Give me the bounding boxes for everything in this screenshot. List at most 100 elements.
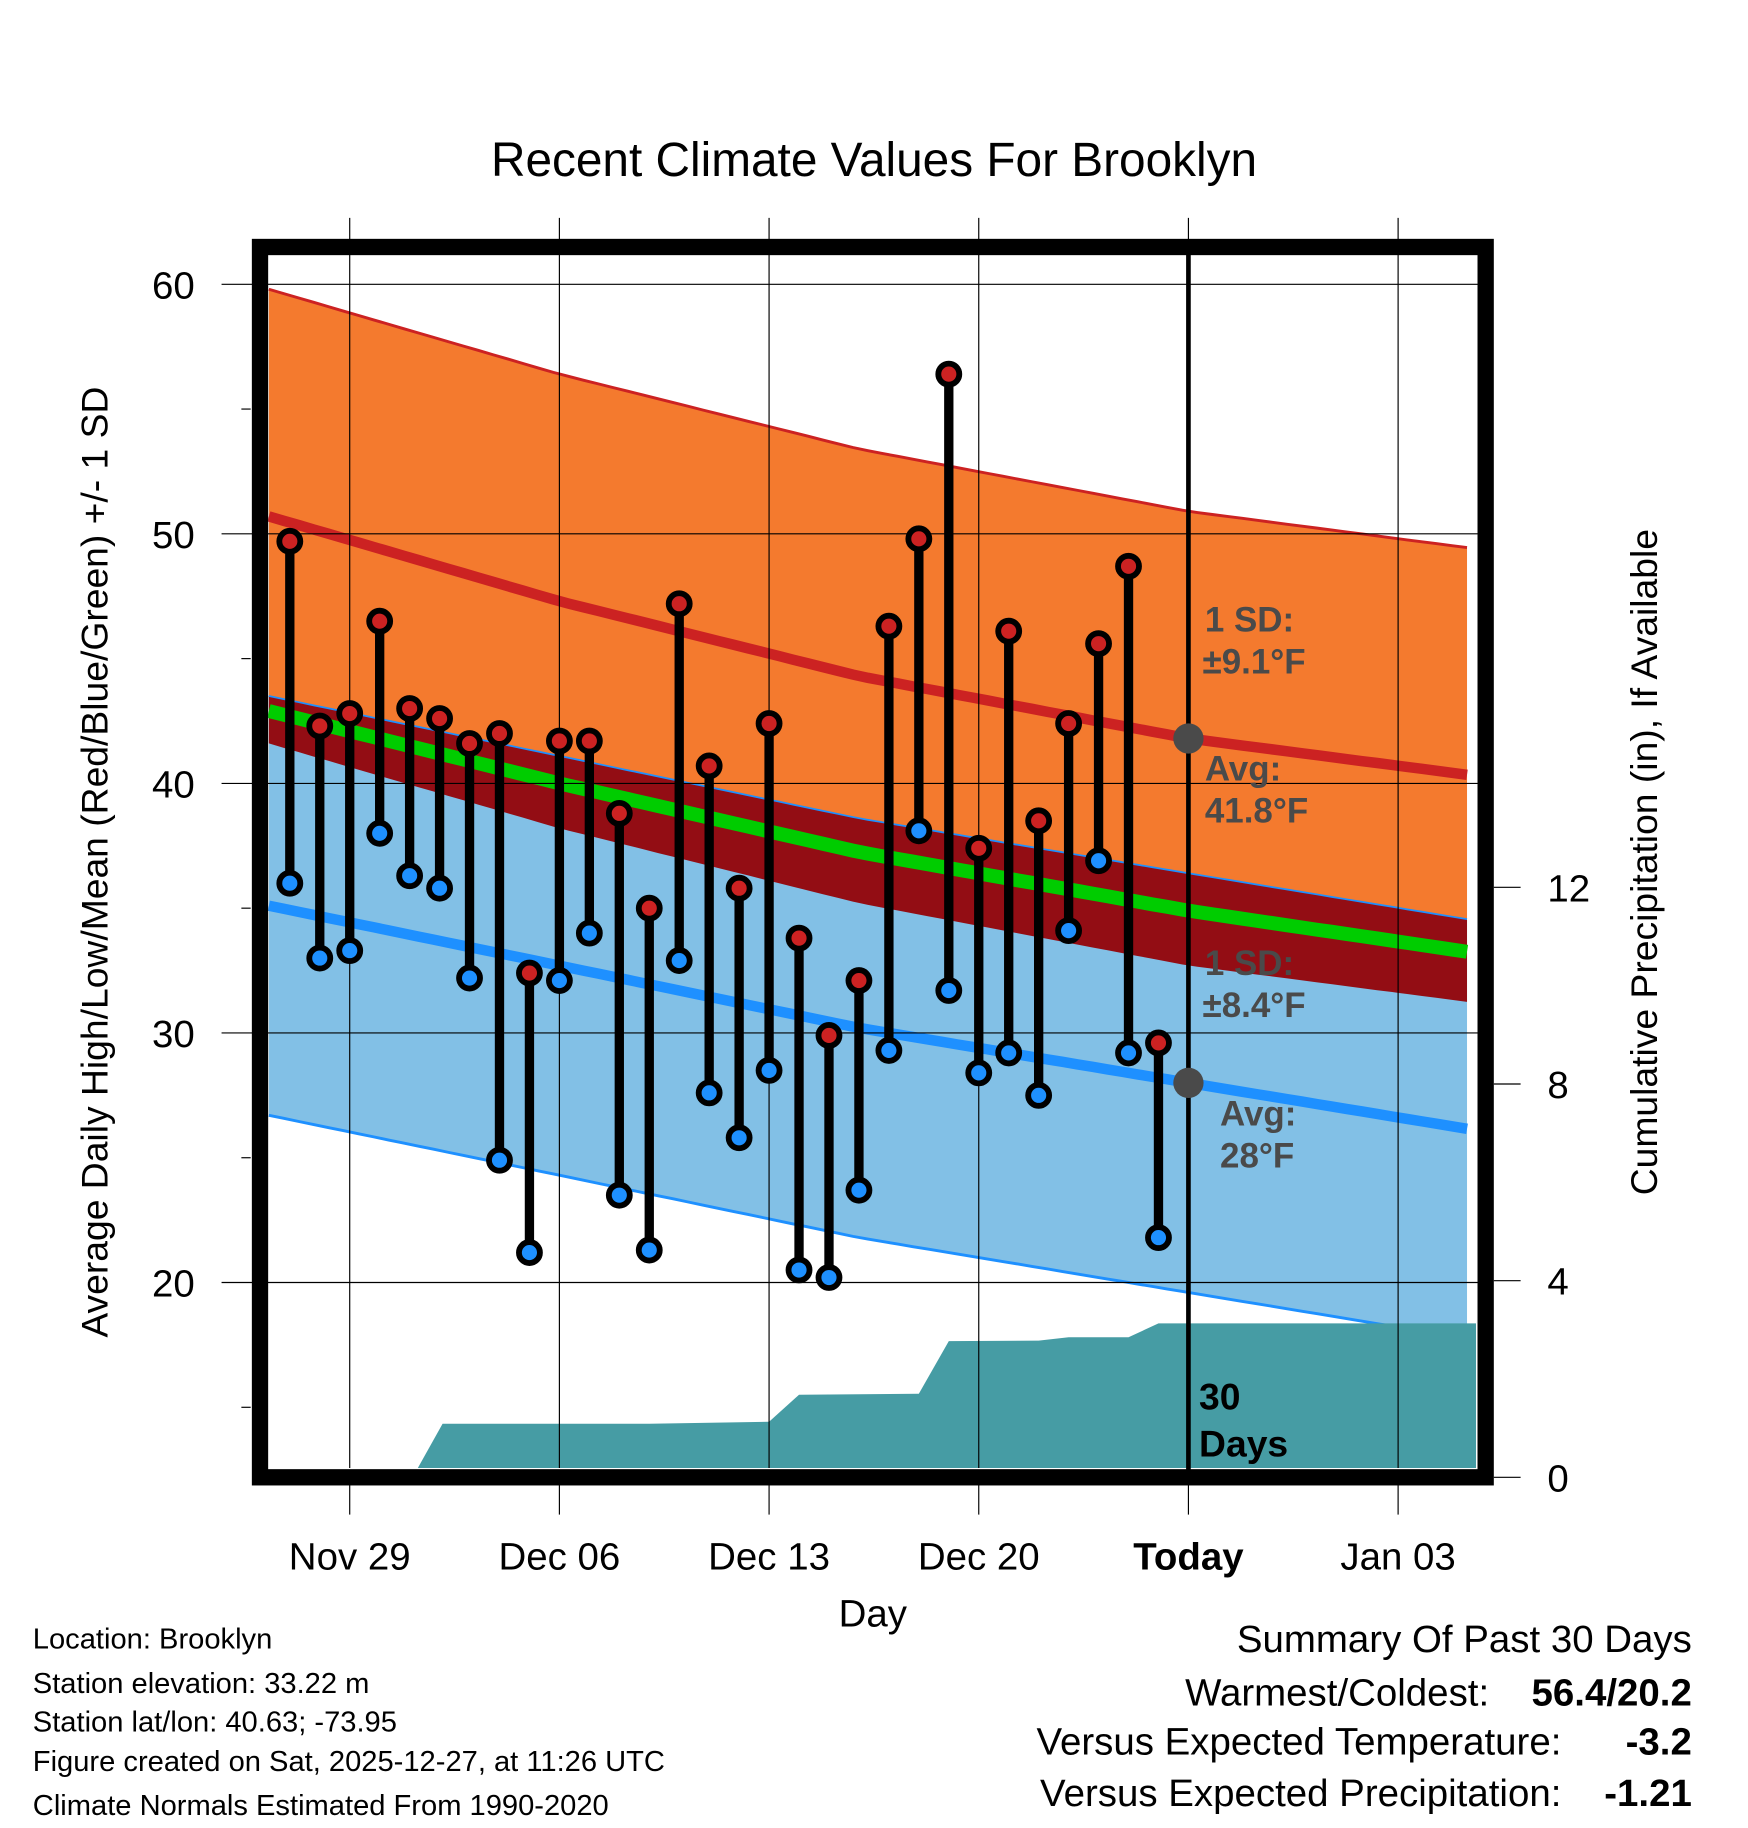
footer-latlon: Station lat/lon: 40.63; -73.95: [33, 1706, 397, 1738]
annotations: 1 SD: ±9.1°F Avg: 41.8°F 1 SD: ±8.4°F Av…: [1199, 600, 1308, 1464]
y-tick-label: 60: [152, 264, 195, 307]
daily-high-point: [725, 874, 753, 902]
daily-low-point: [1145, 1224, 1172, 1251]
daily-low-point: [516, 1239, 543, 1266]
daily-high-point: [605, 799, 633, 827]
footer-elevation: Station elevation: 33.22 m: [33, 1668, 370, 1700]
daily-low-point: [486, 1146, 513, 1174]
plot-frame: [251, 238, 1494, 1486]
low-sd-value: ±8.4°F: [1203, 986, 1306, 1025]
x-tick-label: Nov 29: [289, 1535, 411, 1578]
daily-low-point: [545, 967, 573, 994]
summary-temp-value: -3.2: [1626, 1721, 1692, 1764]
daily-high-point: [815, 1022, 843, 1049]
today-low-avg-marker: [1173, 1067, 1204, 1099]
daily-low-point: [875, 1037, 903, 1064]
daily-high-point: [396, 695, 424, 722]
daily-high-point: [366, 607, 394, 635]
footer-location: Location: Brooklyn: [33, 1624, 273, 1656]
high-avg-label: Avg:: [1205, 750, 1281, 789]
x-axis-label: Day: [839, 1592, 908, 1635]
daily-high-point: [1115, 552, 1142, 580]
daily-low-point: [1025, 1081, 1053, 1109]
summary-precip-label: Versus Expected Precipitation:: [1040, 1772, 1561, 1815]
daily-high-point: [1025, 807, 1053, 835]
daily-low-point: [815, 1264, 843, 1291]
today-high-avg-marker: [1173, 723, 1204, 754]
daily-low-point: [456, 964, 483, 992]
y2-tick-label: 4: [1547, 1261, 1568, 1304]
summary-warmest-label: Warmest/Coldest:: [1185, 1672, 1489, 1715]
daily-high-point: [575, 727, 603, 755]
daily-low-point: [725, 1124, 753, 1152]
high-avg-value: 41.8°F: [1205, 792, 1308, 831]
daily-low-point: [935, 977, 963, 1004]
y2-tick-label: 12: [1547, 867, 1590, 910]
daily-low-point: [665, 947, 693, 974]
daily-low-point: [1055, 917, 1083, 945]
x-tick-label: Dec 13: [708, 1535, 830, 1578]
daily-high-point: [695, 752, 723, 780]
daily-high-point: [306, 712, 334, 740]
chart-title: Recent Climate Values For Brooklyn: [491, 134, 1257, 187]
footer-info: Location: Brooklyn Station elevation: 33…: [33, 1624, 665, 1823]
y-tick-label: 50: [152, 514, 195, 557]
footer-created: Figure created on Sat, 2025-12-27, at 11…: [33, 1746, 665, 1778]
daily-low-point: [965, 1059, 993, 1087]
daily-low-point: [306, 944, 334, 972]
y-tick-label: 20: [152, 1262, 195, 1305]
y2-tick-label: 0: [1547, 1457, 1568, 1500]
daily-low-point: [605, 1181, 633, 1209]
high-sd-band: [268, 289, 1468, 920]
daily-high-point: [486, 720, 513, 747]
x-tick-label: Dec 20: [918, 1535, 1040, 1578]
y-axis-label: Average Daily High/Low/Mean (Red/Blue/Gr…: [73, 387, 115, 1338]
daily-high-point: [755, 710, 783, 737]
daily-high-point: [995, 617, 1023, 645]
daily-low-point: [366, 819, 394, 847]
daily-low-point: [575, 919, 603, 947]
days-count: 30: [1199, 1376, 1240, 1418]
daily-high-point: [785, 924, 813, 952]
daily-high-point: [1055, 710, 1083, 737]
summary: Summary Of Past 30 Days Warmest/Coldest:…: [1036, 1618, 1691, 1815]
daily-high-point: [516, 959, 543, 987]
low-avg-value: 28°F: [1220, 1136, 1294, 1175]
footer-normals: Climate Normals Estimated From 1990-2020: [33, 1790, 609, 1822]
daily-low-point: [635, 1236, 663, 1264]
summary-warmest-value: 56.4/20.2: [1532, 1672, 1692, 1715]
y-tick-label: 30: [152, 1013, 195, 1056]
plot-inner: [268, 287, 1476, 1468]
x-tick-label: Today: [1133, 1535, 1244, 1578]
daily-high-point: [1085, 630, 1112, 658]
daily-low-point: [1115, 1039, 1142, 1067]
y-tick-label: 40: [152, 763, 195, 806]
y2-axis-label: Cumulative Precipitation (in), If Availa…: [1623, 529, 1665, 1195]
daily-low-point: [336, 937, 364, 964]
high-sd-value: ±9.1°F: [1203, 642, 1306, 681]
y2-tick-label: 8: [1547, 1064, 1568, 1107]
daily-low-point: [845, 1176, 873, 1204]
low-lower-sd-line: [268, 1113, 1468, 1340]
daily-high-point: [965, 834, 993, 862]
x-tick-label: Jan 03: [1340, 1535, 1455, 1578]
daily-high-point: [545, 727, 573, 755]
summary-temp-label: Versus Expected Temperature:: [1036, 1721, 1561, 1764]
daily-high-point: [336, 700, 364, 727]
precip-area: [268, 1323, 1476, 1468]
daily-low-point: [695, 1079, 723, 1107]
x-tick-label: Dec 06: [498, 1535, 620, 1578]
daily-low-point: [905, 817, 933, 845]
high-sd-label: 1 SD:: [1205, 600, 1294, 639]
daily-low-point: [426, 874, 453, 902]
daily-high-point: [456, 730, 483, 757]
daily-high-point: [875, 612, 903, 640]
daily-low-point: [1085, 847, 1112, 875]
low-avg-label: Avg:: [1220, 1094, 1296, 1133]
daily-high-point: [665, 590, 693, 618]
days-label: Days: [1199, 1422, 1288, 1464]
daily-high-point: [905, 525, 933, 553]
daily-low-point: [785, 1256, 813, 1284]
low-sd-band: [268, 696, 1468, 1339]
